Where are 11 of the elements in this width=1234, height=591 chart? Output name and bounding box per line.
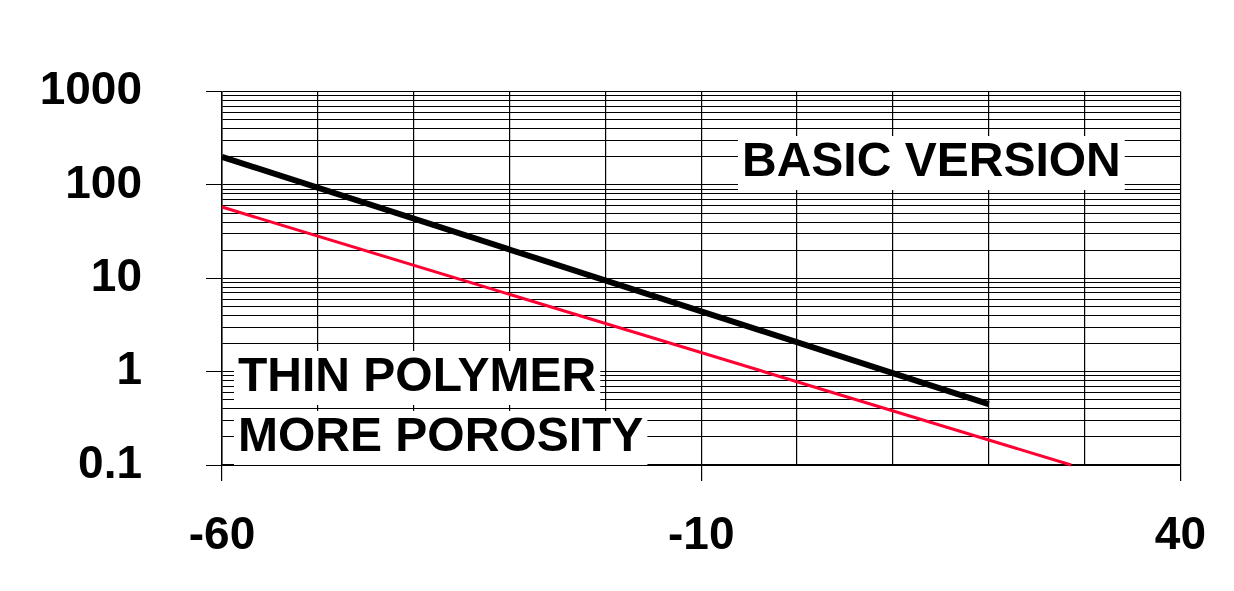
y-tick-label: 10 bbox=[90, 248, 142, 301]
y-tick-label: 1 bbox=[116, 342, 142, 395]
y-tick-label: 100 bbox=[65, 155, 142, 208]
y-tick-label: 0.1 bbox=[78, 435, 142, 488]
x-tick-label: 40 bbox=[1154, 507, 1206, 560]
y-tick-label: 1000 bbox=[39, 62, 142, 115]
annotation: BASIC VERSION bbox=[742, 133, 1121, 187]
annotation: MORE POROSITY bbox=[238, 408, 644, 462]
annotation: THIN POLYMER bbox=[238, 348, 597, 402]
x-tick-label: -10 bbox=[667, 507, 735, 560]
x-tick-label: -60 bbox=[188, 507, 256, 560]
